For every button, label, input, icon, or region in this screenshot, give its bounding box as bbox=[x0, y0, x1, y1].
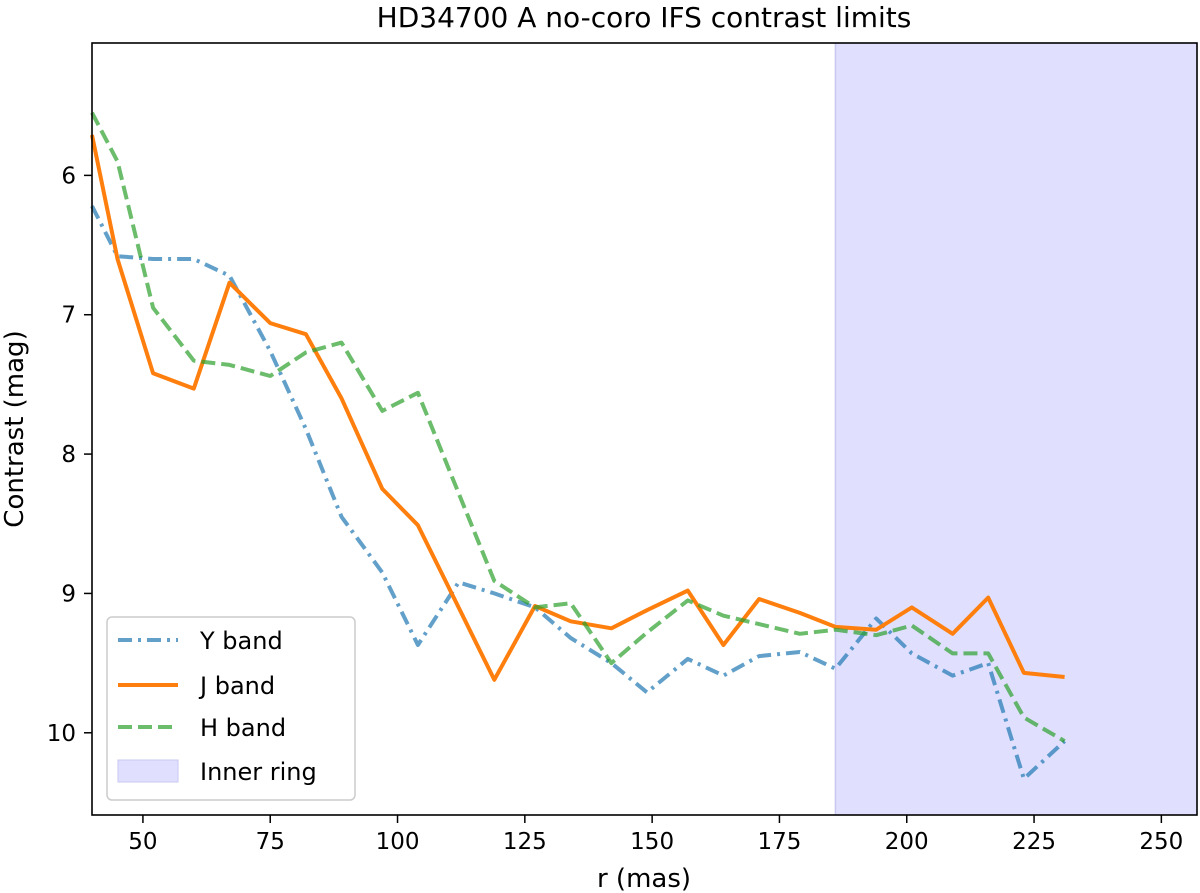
legend-swatch-inner-ring bbox=[117, 759, 179, 783]
legend-label-y-band: Y band bbox=[199, 627, 283, 655]
series-line-y-band bbox=[90, 205, 1066, 781]
y-tick-label: 6 bbox=[61, 163, 76, 189]
x-tick-label: 175 bbox=[757, 829, 801, 855]
shaded-regions bbox=[834, 43, 1197, 815]
x-tick-label: 225 bbox=[1012, 829, 1056, 855]
y-axis-label: Contrast (mag) bbox=[0, 330, 30, 527]
x-axis-label: r (mas) bbox=[597, 864, 691, 893]
series-line-j-band bbox=[90, 134, 1065, 682]
series-lines bbox=[90, 111, 1066, 781]
legend: Y band J band H band Inner ring bbox=[106, 616, 356, 801]
plot-frame bbox=[91, 42, 1198, 816]
legend-label-j-band: J band bbox=[198, 672, 275, 700]
x-tick-label: 125 bbox=[503, 829, 547, 855]
x-tick-label: 150 bbox=[630, 829, 674, 855]
chart-title: HD34700 A no-coro IFS contrast limits bbox=[377, 1, 912, 34]
y-tick-label: 7 bbox=[61, 303, 76, 329]
legend-label-inner-ring: Inner ring bbox=[200, 758, 317, 786]
y-tick-label: 8 bbox=[61, 442, 76, 468]
x-tick-label: 75 bbox=[256, 829, 285, 855]
x-tick-label: 250 bbox=[1139, 829, 1183, 855]
legend-box bbox=[106, 616, 356, 801]
x-tick-label: 50 bbox=[128, 829, 157, 855]
series-line-h-band bbox=[90, 111, 1066, 743]
x-axis-ticks: 50 75 100 125 150 175 200 225 250 bbox=[128, 815, 1183, 855]
x-tick-label: 200 bbox=[885, 829, 929, 855]
x-tick-label: 100 bbox=[376, 829, 420, 855]
inner-ring-region bbox=[835, 43, 1197, 815]
y-tick-label: 10 bbox=[47, 721, 76, 747]
y-tick-label: 9 bbox=[61, 581, 76, 607]
y-axis-ticks: 6 7 8 9 10 bbox=[47, 163, 92, 747]
legend-label-h-band: H band bbox=[200, 714, 286, 742]
